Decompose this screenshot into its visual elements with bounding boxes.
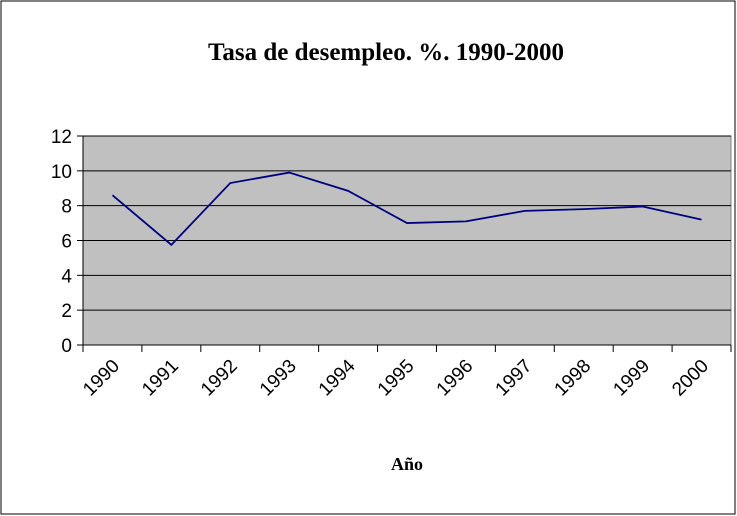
y-tick-label: 2 [61, 301, 72, 322]
y-tick-label: 12 [51, 127, 72, 148]
y-tick-label: 0 [61, 336, 72, 357]
y-tick-label: 4 [61, 266, 72, 287]
y-tick-label: 6 [61, 232, 72, 253]
y-tick-label: 8 [61, 197, 72, 218]
x-axis-label: Año [391, 454, 423, 474]
data-line [111, 171, 702, 247]
chart-title: Tasa de desempleo. %. 1990-2000 [208, 39, 564, 66]
y-tick-label: 10 [51, 162, 72, 183]
